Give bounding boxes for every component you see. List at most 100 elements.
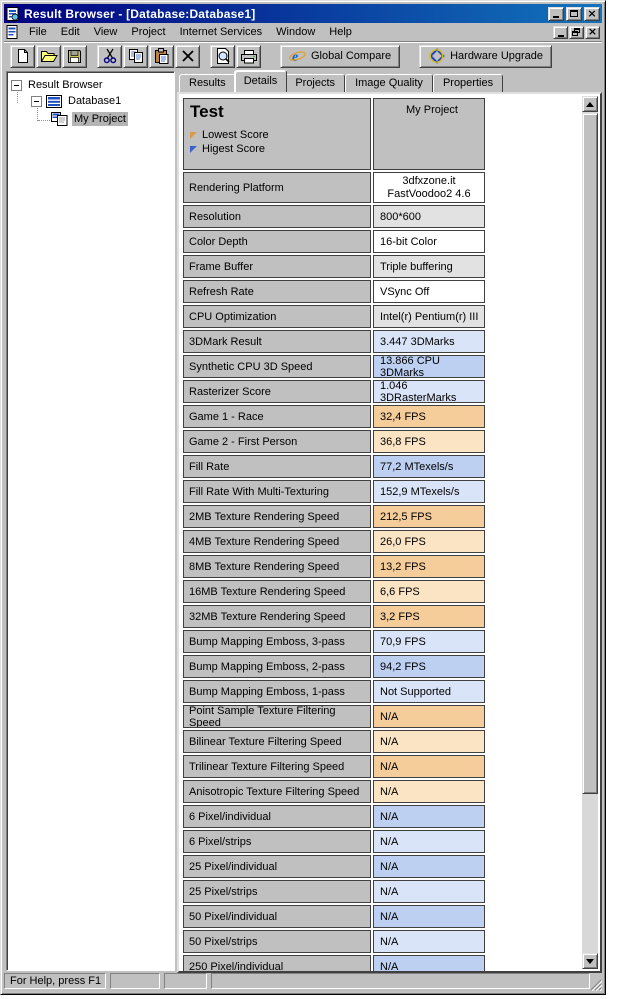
tab-image-quality[interactable]: Image Quality <box>345 74 433 92</box>
table-row: Bump Mapping Emboss, 2-pass 94,2 FPS <box>183 655 485 678</box>
legend-highest: Higest Score <box>190 143 265 155</box>
row-value: N/A <box>373 855 485 878</box>
close-icon: × <box>587 25 598 38</box>
resize-grip[interactable] <box>589 978 602 991</box>
mdi-minimize-button[interactable] <box>553 25 568 39</box>
row-value: 3dfxzone.it FastVoodoo2 4.6 <box>373 172 485 203</box>
row-label: 50 Pixel/strips <box>183 930 371 953</box>
menu-file[interactable]: File <box>29 26 47 38</box>
delete-x-icon <box>181 49 195 63</box>
minimize-button[interactable] <box>548 6 564 21</box>
details-pane: Results Details Projects Image Quality P… <box>177 70 602 973</box>
row-label: Bump Mapping Emboss, 2-pass <box>183 655 371 678</box>
maximize-icon <box>570 10 578 17</box>
scrollbar-thumb[interactable] <box>582 113 598 794</box>
row-value: Not Supported <box>373 680 485 703</box>
printer-icon <box>240 49 258 64</box>
table-row: 25 Pixel/individual N/A <box>183 855 485 878</box>
table-row: 50 Pixel/strips N/A <box>183 930 485 953</box>
table-row: 2MB Texture Rendering Speed 212,5 FPS <box>183 505 485 528</box>
row-label: Point Sample Texture Filtering Speed <box>183 705 371 728</box>
scroll-up-button[interactable] <box>582 96 598 112</box>
table-row: 6 Pixel/strips N/A <box>183 830 485 853</box>
row-value: 70,9 FPS <box>373 630 485 653</box>
copy-button[interactable] <box>123 44 148 68</box>
table-row: 8MB Texture Rendering Speed 13,2 FPS <box>183 555 485 578</box>
row-value: 212,5 FPS <box>373 505 485 528</box>
row-label: 3DMark Result <box>183 330 371 353</box>
menu-help[interactable]: Help <box>329 26 352 38</box>
tab-results[interactable]: Results <box>179 74 236 92</box>
status-panel <box>164 973 207 989</box>
table-row: 6 Pixel/individual N/A <box>183 805 485 828</box>
row-label: Game 2 - First Person <box>183 430 371 453</box>
restore-icon <box>572 28 581 36</box>
table-row: Rasterizer Score 1.046 3DRasterMarks <box>183 380 485 403</box>
table-row: 4MB Texture Rendering Speed 26,0 FPS <box>183 530 485 553</box>
row-value: VSync Off <box>373 280 485 303</box>
title-bar: Result Browser - [Database:Database1] × <box>4 4 602 23</box>
tree-item-database1[interactable]: Database1 <box>31 94 123 108</box>
row-label: Trilinear Texture Filtering Speed <box>183 755 371 778</box>
tab-projects[interactable]: Projects <box>285 74 346 92</box>
print-preview-button[interactable] <box>210 44 235 68</box>
open-folder-icon <box>40 49 58 63</box>
hardware-upgrade-button[interactable]: Hardware Upgrade <box>419 44 553 68</box>
tab-strip: Results Details Projects Image Quality P… <box>177 70 602 92</box>
vertical-scrollbar[interactable] <box>582 96 598 969</box>
print-button[interactable] <box>236 44 261 68</box>
delete-button[interactable] <box>175 44 200 68</box>
app-icon <box>6 6 20 21</box>
table-row: Color Depth 16-bit Color <box>183 230 485 253</box>
row-label: Rasterizer Score <box>183 380 371 403</box>
close-button[interactable]: × <box>584 6 600 21</box>
open-button[interactable] <box>36 44 61 68</box>
project-icon <box>51 112 68 126</box>
table-row: Bilinear Texture Filtering Speed N/A <box>183 730 485 753</box>
row-label: Fill Rate With Multi-Texturing <box>183 480 371 503</box>
print-preview-icon <box>215 48 231 64</box>
status-panel <box>211 973 590 989</box>
menu-internet-services[interactable]: Internet Services <box>179 26 263 38</box>
row-value: N/A <box>373 955 485 971</box>
tree-item-result-browser[interactable]: Result Browser <box>11 78 105 92</box>
legend-lowest-label: Lowest Score <box>202 129 269 141</box>
maximize-button[interactable] <box>566 6 582 21</box>
legend-highest-label: Higest Score <box>202 143 265 155</box>
table-row: Bump Mapping Emboss, 1-pass Not Supported <box>183 680 485 703</box>
table-row: 32MB Texture Rendering Speed 3,2 FPS <box>183 605 485 628</box>
table-row: Point Sample Texture Filtering Speed N/A <box>183 705 485 728</box>
table-row: 16MB Texture Rendering Speed 6,6 FPS <box>183 580 485 603</box>
new-button[interactable] <box>10 44 35 68</box>
row-value: N/A <box>373 705 485 728</box>
menu-view[interactable]: View <box>93 26 118 38</box>
table-row: 25 Pixel/strips N/A <box>183 880 485 903</box>
mdi-restore-button[interactable] <box>569 25 584 39</box>
tree-item-label: Database1 <box>68 95 122 107</box>
global-compare-button[interactable]: e Global Compare <box>280 44 401 68</box>
menu-project[interactable]: Project <box>131 26 166 38</box>
document-icon[interactable] <box>6 25 19 39</box>
table-row: Game 1 - Race 32,4 FPS <box>183 405 485 428</box>
tab-properties[interactable]: Properties <box>432 74 504 92</box>
new-document-icon <box>15 48 31 64</box>
save-button[interactable] <box>62 44 87 68</box>
row-value: 26,0 FPS <box>373 530 485 553</box>
row-value: 13,2 FPS <box>373 555 485 578</box>
menu-edit[interactable]: Edit <box>60 26 80 38</box>
row-value: Intel(r) Pentium(r) III <box>373 305 485 328</box>
row-label: Rendering Platform <box>183 172 371 203</box>
row-label: Refresh Rate <box>183 280 371 303</box>
scroll-down-button[interactable] <box>582 953 598 969</box>
paste-button[interactable] <box>149 44 174 68</box>
row-label: Resolution <box>183 205 371 228</box>
tab-details[interactable]: Details <box>233 70 288 92</box>
collapse-icon[interactable] <box>11 79 22 91</box>
row-value: N/A <box>373 880 485 903</box>
tree-item-my-project[interactable]: My Project <box>51 112 128 126</box>
menu-window[interactable]: Window <box>276 26 316 38</box>
collapse-icon[interactable] <box>31 95 42 107</box>
mdi-close-button[interactable]: × <box>585 25 600 39</box>
table-row: Frame Buffer Triple buffering <box>183 255 485 278</box>
cut-button[interactable] <box>97 44 122 68</box>
